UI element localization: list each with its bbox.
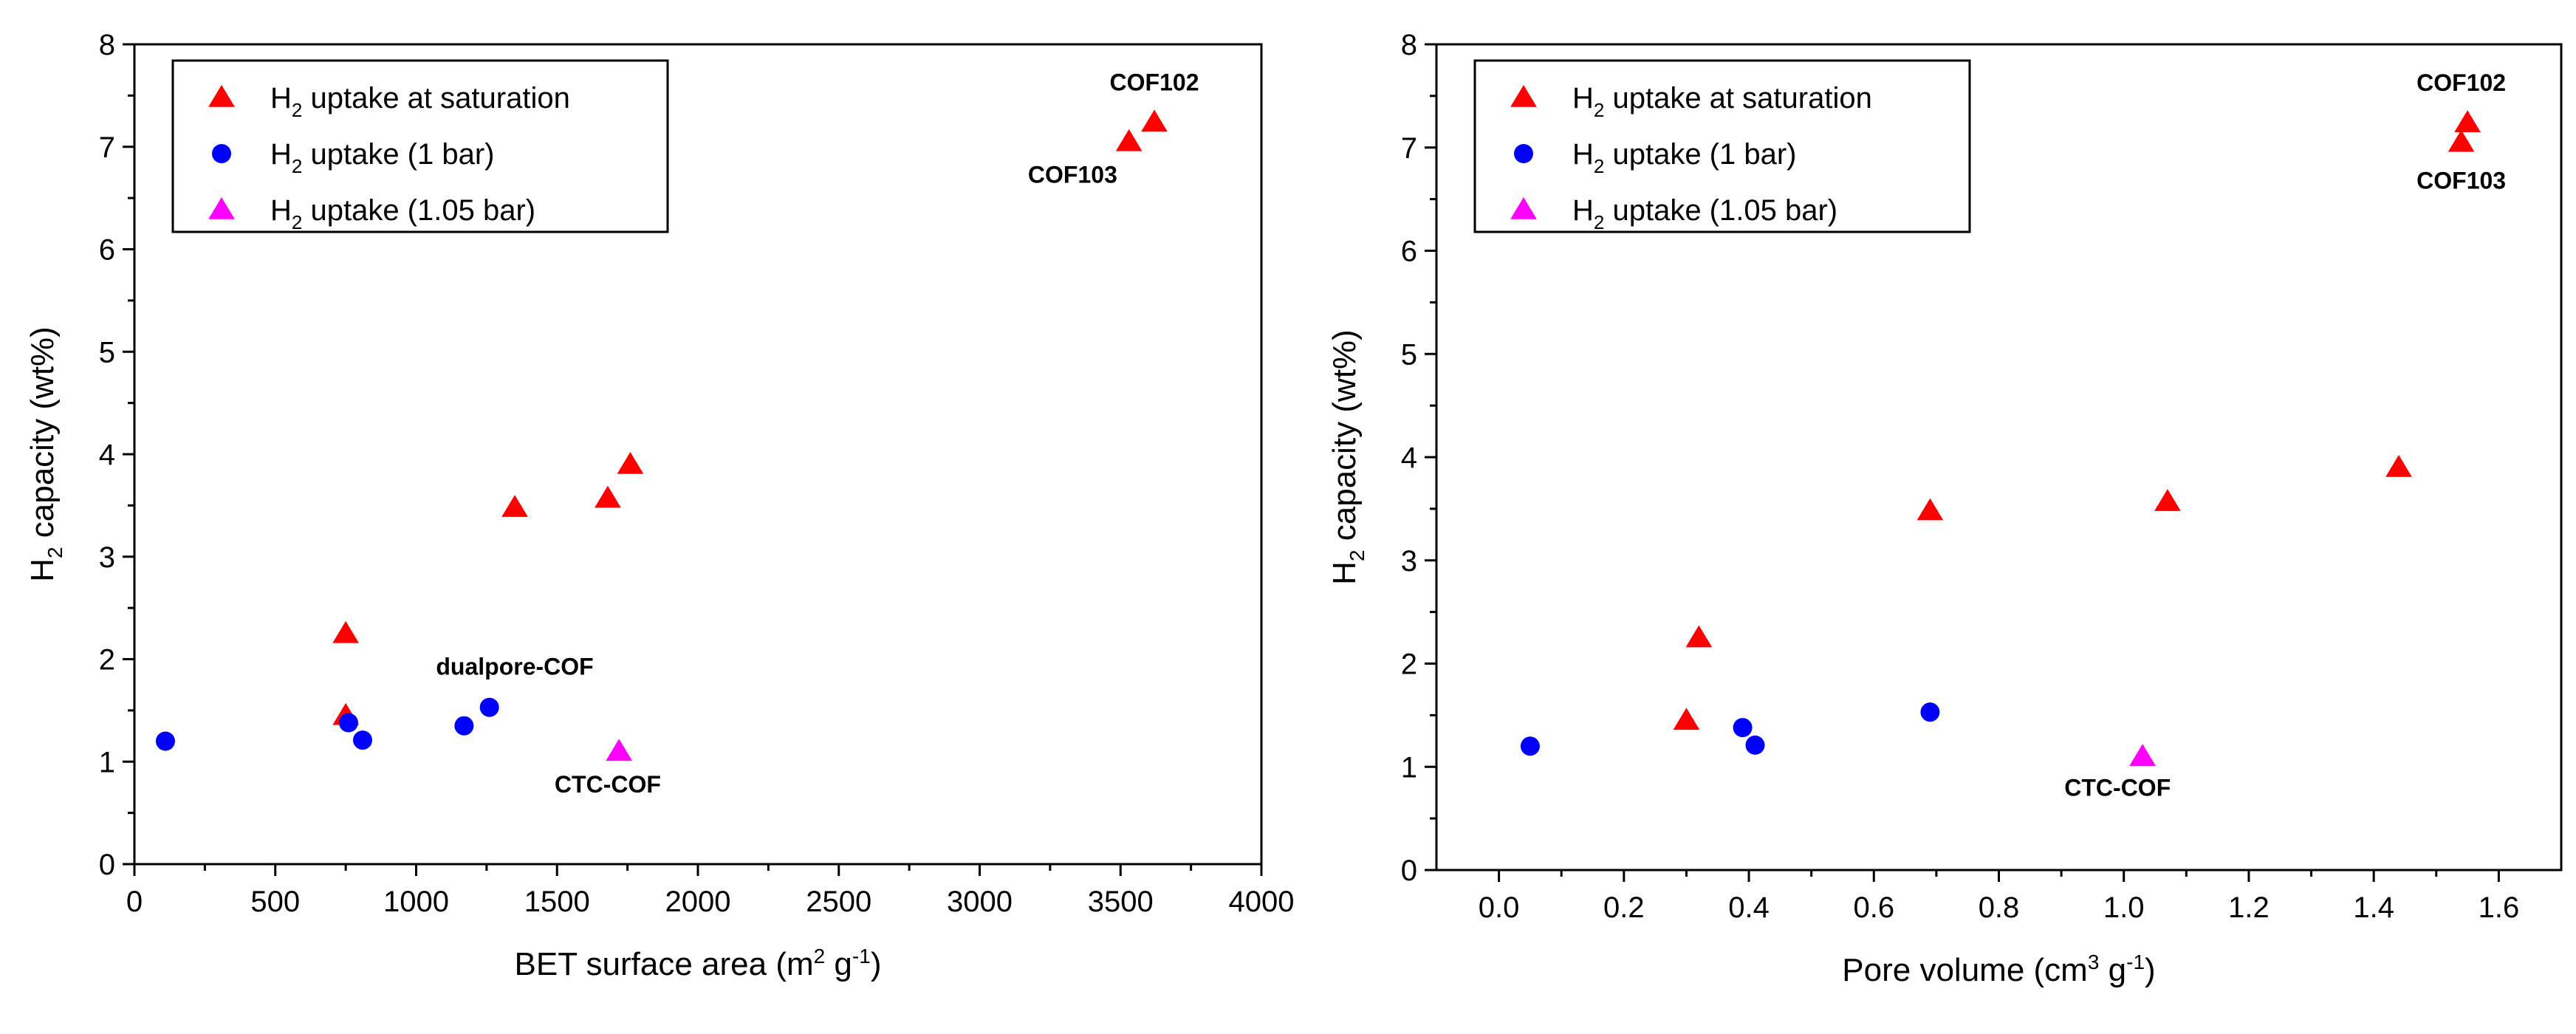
y-axis-label: H2 capacity (wt%) [1326, 329, 1368, 585]
annotation-label: dualpore-COF [436, 653, 593, 679]
x-tick-label: 3000 [947, 886, 1013, 918]
data-point [2385, 454, 2412, 477]
x-tick-label: 0.0 [1479, 891, 1520, 924]
x-tick-label: 2500 [806, 886, 871, 918]
data-point [1141, 109, 1168, 132]
series-saturation [1673, 110, 2481, 730]
legend-entry: H2 uptake at saturation [1572, 82, 1872, 121]
data-point [1520, 736, 1540, 756]
x-tick-label: 1000 [383, 886, 449, 918]
data-point [332, 620, 359, 643]
data-point [606, 739, 633, 761]
y-tick-label: 8 [99, 29, 115, 61]
legend-marker [208, 197, 235, 219]
x-tick-label: 0.8 [1979, 891, 2020, 924]
legend-marker [1510, 197, 1537, 219]
legend-marker [212, 144, 231, 163]
legend-entry: H2 uptake (1 bar) [270, 138, 495, 177]
data-point [1685, 625, 1713, 648]
y-tick-label: 0 [99, 849, 115, 881]
legend-marker [1514, 144, 1533, 163]
data-point [155, 731, 175, 751]
data-point [501, 495, 528, 517]
legend: H2 uptake at saturation H2 uptake (1 bar)… [1473, 59, 1971, 233]
legend: H2 uptake at saturation H2 uptake (1 bar)… [171, 59, 669, 233]
legend-box [1473, 59, 1971, 233]
chart-right: 0.0 0.2 0.4 0.6 0.8 1.0 1.2 1.4 1.6 0 1 2 3 4 5 6 7 8 Pore… [1326, 29, 2563, 988]
x-tick-label: 0.2 [1603, 891, 1645, 924]
x-tick-label: 500 [250, 886, 300, 918]
data-point [595, 485, 621, 508]
y-tick-label: 3 [1401, 545, 1417, 578]
x-tick-label: 1.6 [2479, 891, 2520, 924]
annotation-label: COF102 [2416, 69, 2506, 96]
y-tick-label: 5 [1401, 338, 1417, 371]
y-axis-label: H2 capacity (wt%) [24, 326, 66, 582]
data-point [479, 697, 499, 717]
y-tick-label: 6 [1401, 236, 1417, 268]
data-point [1115, 129, 1143, 151]
legend-entry: H2 uptake at saturation [270, 82, 570, 121]
data-point [353, 730, 373, 750]
x-tick-label: 1500 [524, 886, 590, 918]
legend-entry: H2 uptake (1 bar) [1572, 138, 1797, 177]
y-tick-label: 8 [1401, 29, 1417, 61]
x-tick-label: 0 [126, 886, 143, 918]
y-tick-label: 2 [1401, 648, 1417, 681]
data-point [1733, 718, 1753, 738]
series-onefive_bar [2129, 744, 2156, 767]
y-tick-label: 5 [99, 336, 115, 369]
y-tick-label: 6 [99, 234, 115, 267]
x-tick-label: 0.6 [1853, 891, 1894, 924]
legend-entry: H2 uptake (1.05 bar) [1572, 194, 1837, 233]
y-tick-label: 4 [1401, 442, 1417, 474]
y-tick-label: 2 [99, 644, 115, 677]
x-tick-label: 1.0 [2103, 891, 2145, 924]
x-tick-label: 3500 [1088, 886, 1154, 918]
annotation-label: CTC-COF [2064, 774, 2171, 801]
annotation-label: CTC-COF [555, 771, 661, 798]
data-point [1916, 498, 1944, 521]
data-point [1745, 735, 1765, 755]
data-point [454, 716, 474, 736]
data-point [1673, 708, 1700, 730]
annotation-label: COF103 [1028, 161, 1117, 188]
y-tick-label: 7 [1401, 132, 1417, 165]
series-saturation [332, 109, 1168, 725]
series-one_bar [1520, 702, 1940, 756]
y-tick-label: 7 [99, 131, 115, 164]
data-point [1920, 702, 1940, 722]
y-tick-label: 1 [99, 746, 115, 778]
x-tick-label: 1.4 [2353, 891, 2394, 924]
y-tick-label: 4 [99, 439, 115, 471]
legend-marker [208, 85, 235, 107]
data-point [2454, 110, 2481, 132]
x-axis-label: Pore volume (cm3 g-1) [1842, 951, 2155, 988]
data-point [338, 713, 358, 733]
data-point [617, 451, 644, 474]
y-tick-label: 3 [99, 541, 115, 574]
series-one_bar [155, 697, 499, 751]
annotation-label: COF103 [2416, 168, 2506, 194]
data-point [2129, 744, 2156, 767]
x-tick-label: 0.4 [1728, 891, 1770, 924]
legend-box [171, 59, 669, 233]
annotation-label: COF102 [1110, 69, 1199, 95]
data-point [2154, 489, 2181, 511]
x-tick-label: 2000 [665, 886, 731, 918]
legend-marker [1510, 85, 1537, 107]
x-axis-label: BET surface area (m2 g-1) [515, 945, 882, 982]
y-tick-label: 0 [1401, 855, 1417, 887]
chart-left: 0 500 1000 1500 2000 2500 3000 3500 4000 0 1 2 3 4 5 6 7… [24, 29, 1294, 982]
legend-entry: H2 uptake (1.05 bar) [270, 194, 535, 233]
x-tick-label: 1.2 [2228, 891, 2270, 924]
x-tick-label: 4000 [1229, 886, 1295, 918]
y-tick-label: 1 [1401, 751, 1417, 784]
series-onefive_bar [606, 739, 633, 761]
data-point [2447, 129, 2475, 152]
